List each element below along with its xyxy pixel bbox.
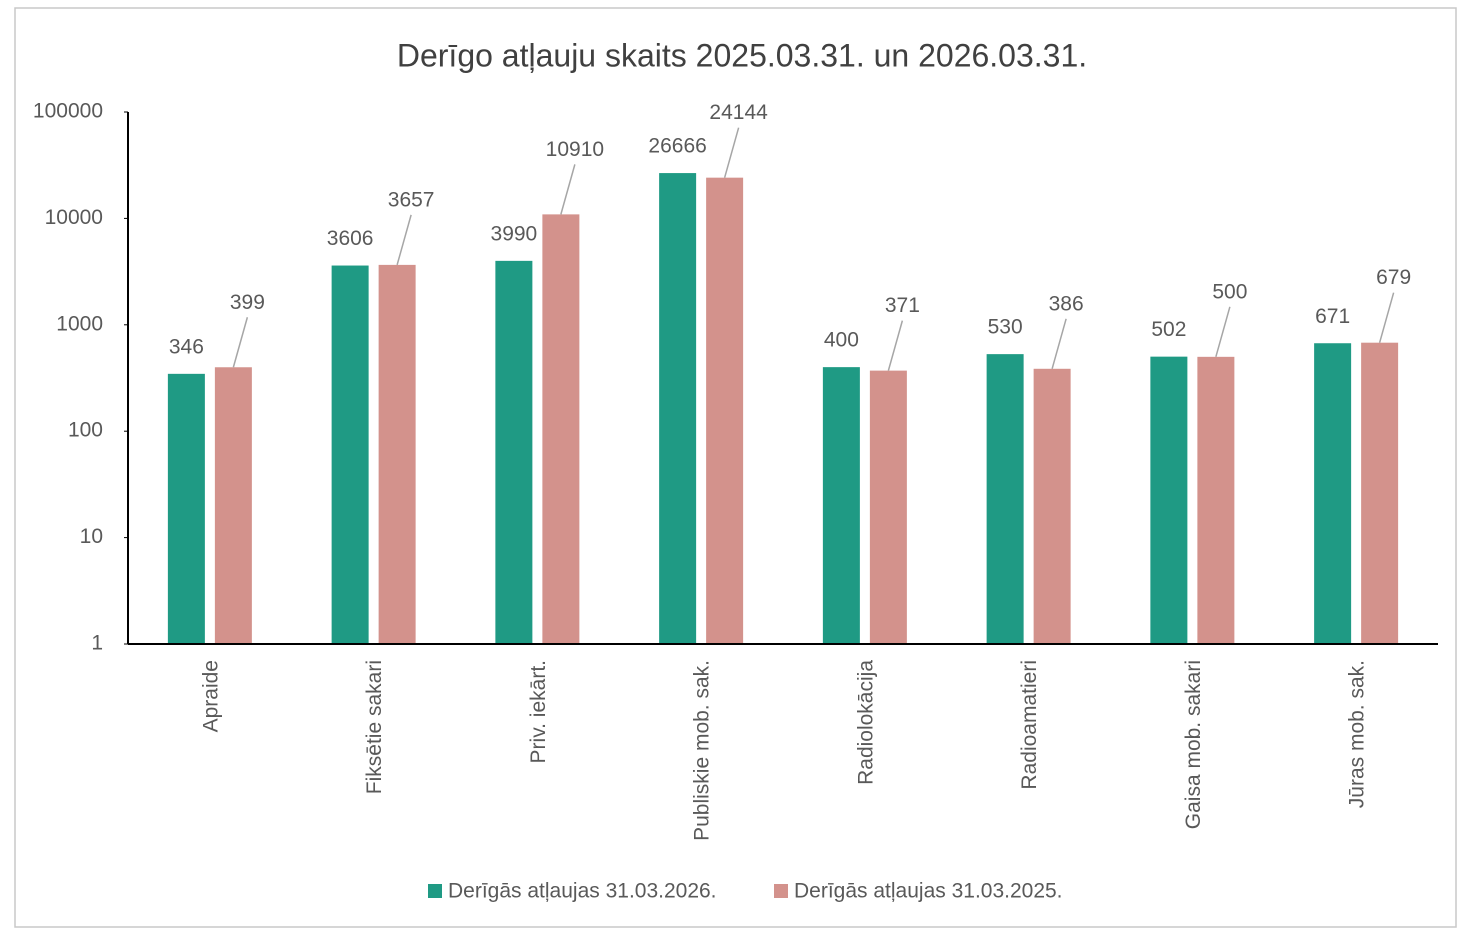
legend-label: Derīgās atļaujas 31.03.2026. [448,880,717,903]
x-tick-label: Radioamatieri [1018,660,1041,790]
y-tick-label: 10000 [45,206,103,229]
data-label: 530 [988,316,1023,339]
x-tick-label: Apraide [199,660,222,732]
y-tick-label: 100000 [33,100,103,123]
leader-line [560,164,576,215]
bar [822,367,860,644]
leader-line [1215,306,1231,358]
bar [706,177,744,644]
x-tick-label: Jūras mob. sak. [1346,660,1369,808]
legend-swatch [428,884,442,898]
data-label: 3657 [388,188,435,211]
y-tick-label: 1000 [56,312,103,335]
y-tick-label: 1 [91,632,103,655]
data-label: 400 [824,329,859,352]
y-tick-label: 100 [68,419,103,442]
bar [1197,356,1235,644]
data-label: 500 [1212,280,1247,303]
bar [542,214,580,645]
data-label: 399 [230,291,265,314]
legend-swatch [774,884,788,898]
legend-label: Derīgās atļaujas 31.03.2025. [794,880,1063,903]
data-label: 502 [1151,318,1186,341]
bar [1150,356,1188,644]
data-label: 371 [885,294,920,317]
bar [1033,368,1071,644]
data-label: 3990 [491,222,538,245]
leader-line [1051,318,1067,369]
data-label: 671 [1315,305,1350,328]
bar [331,265,369,644]
data-label: 26666 [648,135,706,158]
data-label: 679 [1376,266,1411,289]
x-tick-label: Radiolokācija [854,660,877,785]
data-label: 10910 [546,138,604,161]
leader-line [887,320,904,371]
x-tick-label: Fiksētie sakari [363,660,386,794]
bar [495,260,533,644]
leader-line [723,127,740,178]
leader-line [396,214,412,266]
bar [378,264,416,644]
x-tick-label: Priv. iekārt. [527,660,550,763]
data-label: 3606 [327,227,374,250]
bar [1314,343,1352,644]
bar [986,354,1024,644]
bar [659,173,697,645]
bar [167,373,205,644]
y-tick-label: 10 [80,525,103,548]
bar [869,370,907,644]
data-label: 24144 [709,101,768,124]
chart-title: Derīgo atļauju skaits 2025.03.31. un 202… [397,37,1087,73]
leader-line [1378,292,1395,343]
bar [1361,342,1399,644]
data-label: 386 [1049,292,1084,315]
x-tick-label: Gaisa mob. sakari [1182,660,1205,829]
leader-line [232,317,249,368]
data-label: 346 [169,335,204,358]
bar [214,367,252,644]
x-tick-label: Publiskie mob. sak. [691,660,714,841]
